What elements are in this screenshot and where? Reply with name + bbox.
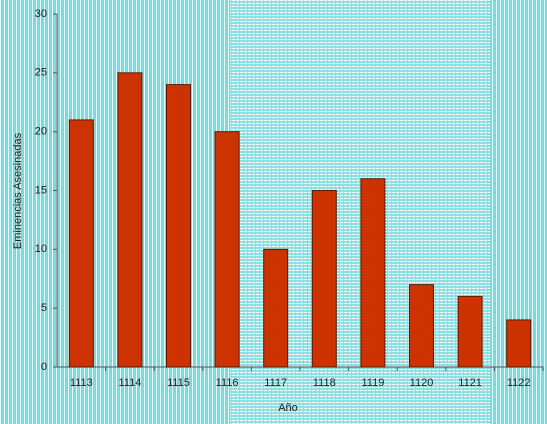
bar bbox=[166, 84, 191, 368]
x-tick-label: 1121 bbox=[458, 377, 482, 389]
x-tick-label: 1117 bbox=[264, 377, 287, 389]
y-tick-label: 5 bbox=[41, 302, 47, 314]
y-axis-title: Eminencias Asesinadas bbox=[12, 132, 24, 249]
bar bbox=[506, 319, 532, 368]
y-tick-label: 20 bbox=[35, 126, 47, 138]
bar bbox=[311, 190, 337, 368]
bar bbox=[409, 284, 434, 368]
bar bbox=[360, 178, 386, 368]
y-tick-label: 0 bbox=[41, 361, 47, 373]
x-tick-label: 1120 bbox=[410, 377, 434, 389]
x-tick-label: 1119 bbox=[361, 377, 384, 389]
y-tick-label: 30 bbox=[35, 8, 47, 20]
x-axis-title: Año bbox=[278, 402, 298, 414]
x-tick-label: 1118 bbox=[313, 377, 336, 389]
bar bbox=[457, 295, 483, 368]
y-tick-label: 25 bbox=[35, 67, 47, 79]
y-tick-label: 15 bbox=[35, 184, 47, 196]
bar bbox=[263, 248, 289, 368]
y-tick-label: 10 bbox=[35, 243, 47, 255]
x-tick-label: 1116 bbox=[216, 377, 239, 389]
x-tick-label: 1114 bbox=[118, 377, 141, 389]
x-tick-label: 1113 bbox=[70, 377, 93, 389]
bar bbox=[117, 72, 143, 368]
bar bbox=[214, 131, 240, 368]
x-tick-label: 1115 bbox=[167, 377, 190, 389]
x-tick-label: 1122 bbox=[507, 377, 531, 389]
bar bbox=[68, 119, 94, 368]
